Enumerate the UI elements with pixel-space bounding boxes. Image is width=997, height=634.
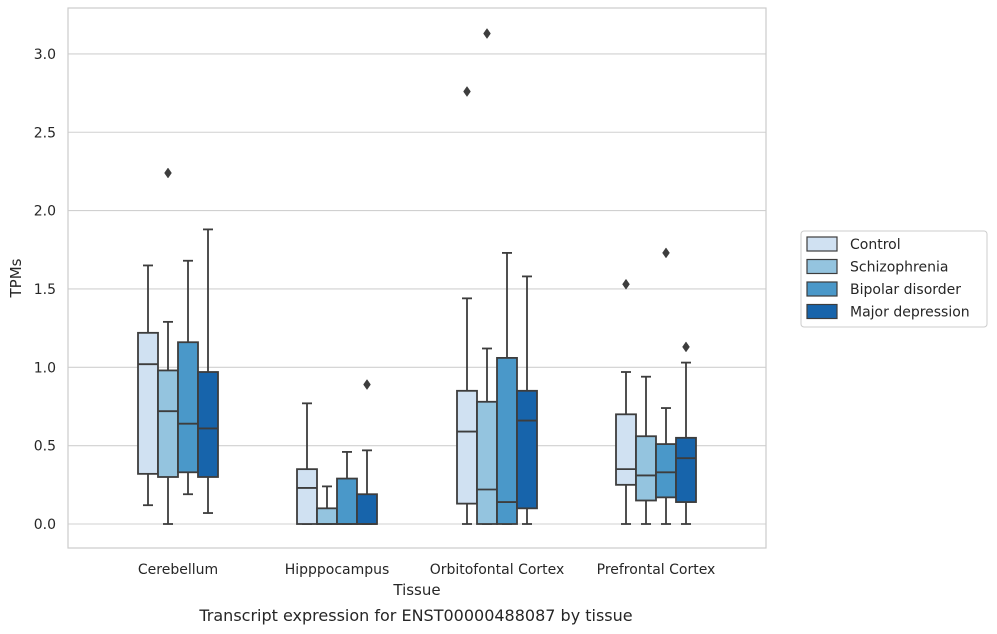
y-tick-label: 1.0: [34, 360, 56, 376]
box-body: [197, 371, 219, 478]
y-tick-label: 0.0: [34, 517, 56, 533]
box-bipolar-disorder: [655, 247, 677, 525]
legend-label: Bipolar disorder: [850, 282, 961, 298]
legend-frame: [800, 230, 988, 328]
x-axis-label: Tissue: [392, 581, 440, 599]
y-axis-label: TPMs: [7, 258, 25, 298]
box-schizophrenia: [476, 28, 498, 525]
box-body: [516, 389, 538, 510]
box-body: [296, 468, 318, 525]
box-schizophrenia: [316, 485, 338, 525]
box-body: [615, 413, 637, 486]
outlier-point: [363, 379, 371, 390]
box-body: [456, 389, 478, 505]
outlier-point: [463, 86, 471, 97]
x-tick-label: Orbitofontal Cortex: [430, 562, 565, 578]
box-body: [157, 369, 179, 478]
x-tick-label: Cerebellum: [138, 562, 218, 578]
x-tick-label: Prefrontal Cortex: [597, 562, 716, 578]
box-control: [137, 264, 159, 507]
legend: Control Schizophrenia Bipolar disorder Majo…: [800, 230, 988, 328]
box-control: [296, 402, 318, 525]
x-tick-label: Hipppocampus: [285, 562, 390, 578]
legend-swatch: [806, 236, 838, 252]
legend-swatch: [806, 303, 838, 320]
box-major-depression: [675, 341, 697, 525]
x-tick-labels: Cerebellum Hipppocampus Orbitofontal Corte…: [138, 562, 715, 578]
plot-frame: [67, 7, 767, 549]
box-major-depression: [516, 275, 538, 525]
y-tick-label: 1.5: [34, 282, 56, 298]
outlier-point: [164, 167, 172, 179]
boxes-group: [137, 28, 697, 525]
y-tick-label: 2.0: [34, 204, 56, 220]
box-body: [316, 507, 338, 525]
box-body: [177, 341, 199, 474]
box-body: [635, 435, 657, 502]
box-bipolar-disorder: [177, 259, 199, 496]
y-tick-label: 3.0: [34, 47, 56, 63]
box-body: [675, 436, 697, 503]
box-body: [356, 493, 378, 525]
box-body: [496, 356, 518, 525]
box-body: [137, 331, 159, 475]
outlier-point: [662, 247, 670, 259]
box-body: [476, 400, 498, 525]
legend-label: Schizophrenia: [850, 260, 948, 276]
outlier-point: [483, 28, 491, 39]
outlier-point: [622, 278, 630, 290]
box-bipolar-disorder: [496, 252, 518, 525]
y-tick-label: 2.5: [34, 125, 56, 141]
y-tick-labels: 0.0 0.5 1.0 1.5 2.0 2.5 3.0: [34, 47, 56, 533]
outlier-point: [682, 341, 690, 353]
legend-swatch: [806, 258, 838, 275]
box-schizophrenia: [157, 167, 179, 525]
box-body: [655, 443, 677, 499]
box-major-depression: [197, 228, 219, 514]
legend-label: Control: [850, 237, 901, 253]
figure-caption: Transcript expression for ENST0000048808…: [199, 606, 633, 625]
legend-swatch: [806, 281, 838, 297]
box-major-depression: [356, 379, 378, 525]
box-control: [615, 278, 637, 525]
legend-label: Major depression: [850, 305, 970, 321]
y-tick-label: 0.5: [34, 439, 56, 455]
box-control: [456, 86, 478, 525]
box-body: [336, 477, 358, 525]
